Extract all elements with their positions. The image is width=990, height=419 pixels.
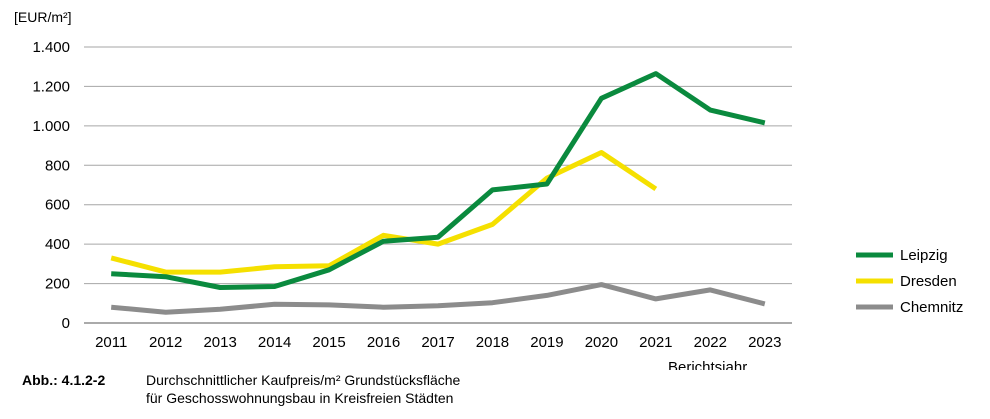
- y-tick-label: 800: [45, 157, 70, 174]
- x-tick-label: 2015: [312, 334, 345, 351]
- x-tick-label: 2013: [203, 334, 236, 351]
- y-tick-label: 1.000: [32, 118, 70, 135]
- y-tick-label: 400: [45, 236, 70, 253]
- y-axis-unit-label: [EUR/m²]: [14, 9, 72, 25]
- x-axis-label: Berichtsjahr: [668, 359, 747, 370]
- x-tick-label: 2011: [95, 334, 127, 351]
- x-tick-label: 2014: [258, 334, 291, 351]
- x-tick-label: 2018: [476, 334, 509, 351]
- x-tick-label: 2022: [694, 334, 727, 351]
- series-line-chemnitz: [110, 282, 766, 315]
- x-tick-label: 2021: [639, 334, 672, 351]
- x-tick-label: 2017: [421, 334, 454, 351]
- x-tick-label: 2016: [367, 334, 400, 351]
- legend-label-dresden: Dresden: [900, 273, 957, 290]
- y-tick-label: 200: [45, 276, 70, 293]
- caption-label: Abb.:: [22, 372, 58, 388]
- y-tick-label: 600: [45, 197, 70, 214]
- caption-line-2: für Geschosswohnungsbau in Kreisfreien S…: [146, 390, 454, 406]
- legend: Leipzig Dresden Chemnitz: [856, 247, 963, 316]
- x-tick-labels: 2011 2012 2013 2014 2015 2016 2017 2018 2019 2020…: [95, 334, 781, 351]
- line-chart: [EUR/m²] 0 200 400 600 800 1.000 1.200 1.400 20…: [14, 9, 963, 370]
- series-line-dresden: [110, 150, 658, 275]
- x-tick-label: 2023: [748, 334, 781, 351]
- legend-label-leipzig: Leipzig: [900, 247, 948, 264]
- figure-caption: Abb.: 4.1.2-2 Durchschnittlicher Kaufpre…: [22, 371, 460, 407]
- caption-line-1: Durchschnittlicher Kaufpreis/m² Grundstü…: [146, 372, 461, 388]
- series-lines: [110, 71, 766, 315]
- caption-number: 4.1.2-2: [61, 372, 106, 388]
- y-tick-labels: 0 200 400 600 800 1.000 1.200 1.400: [32, 39, 70, 332]
- legend-label-chemnitz: Chemnitz: [900, 299, 963, 316]
- x-tick-label: 2020: [585, 334, 618, 351]
- y-tick-label: 1.200: [32, 78, 70, 95]
- series-line-leipzig: [111, 71, 766, 290]
- y-tick-label: 0: [62, 315, 70, 332]
- x-tick-label: 2012: [149, 334, 182, 351]
- y-tick-label: 1.400: [32, 39, 70, 56]
- x-tick-label: 2019: [530, 334, 563, 351]
